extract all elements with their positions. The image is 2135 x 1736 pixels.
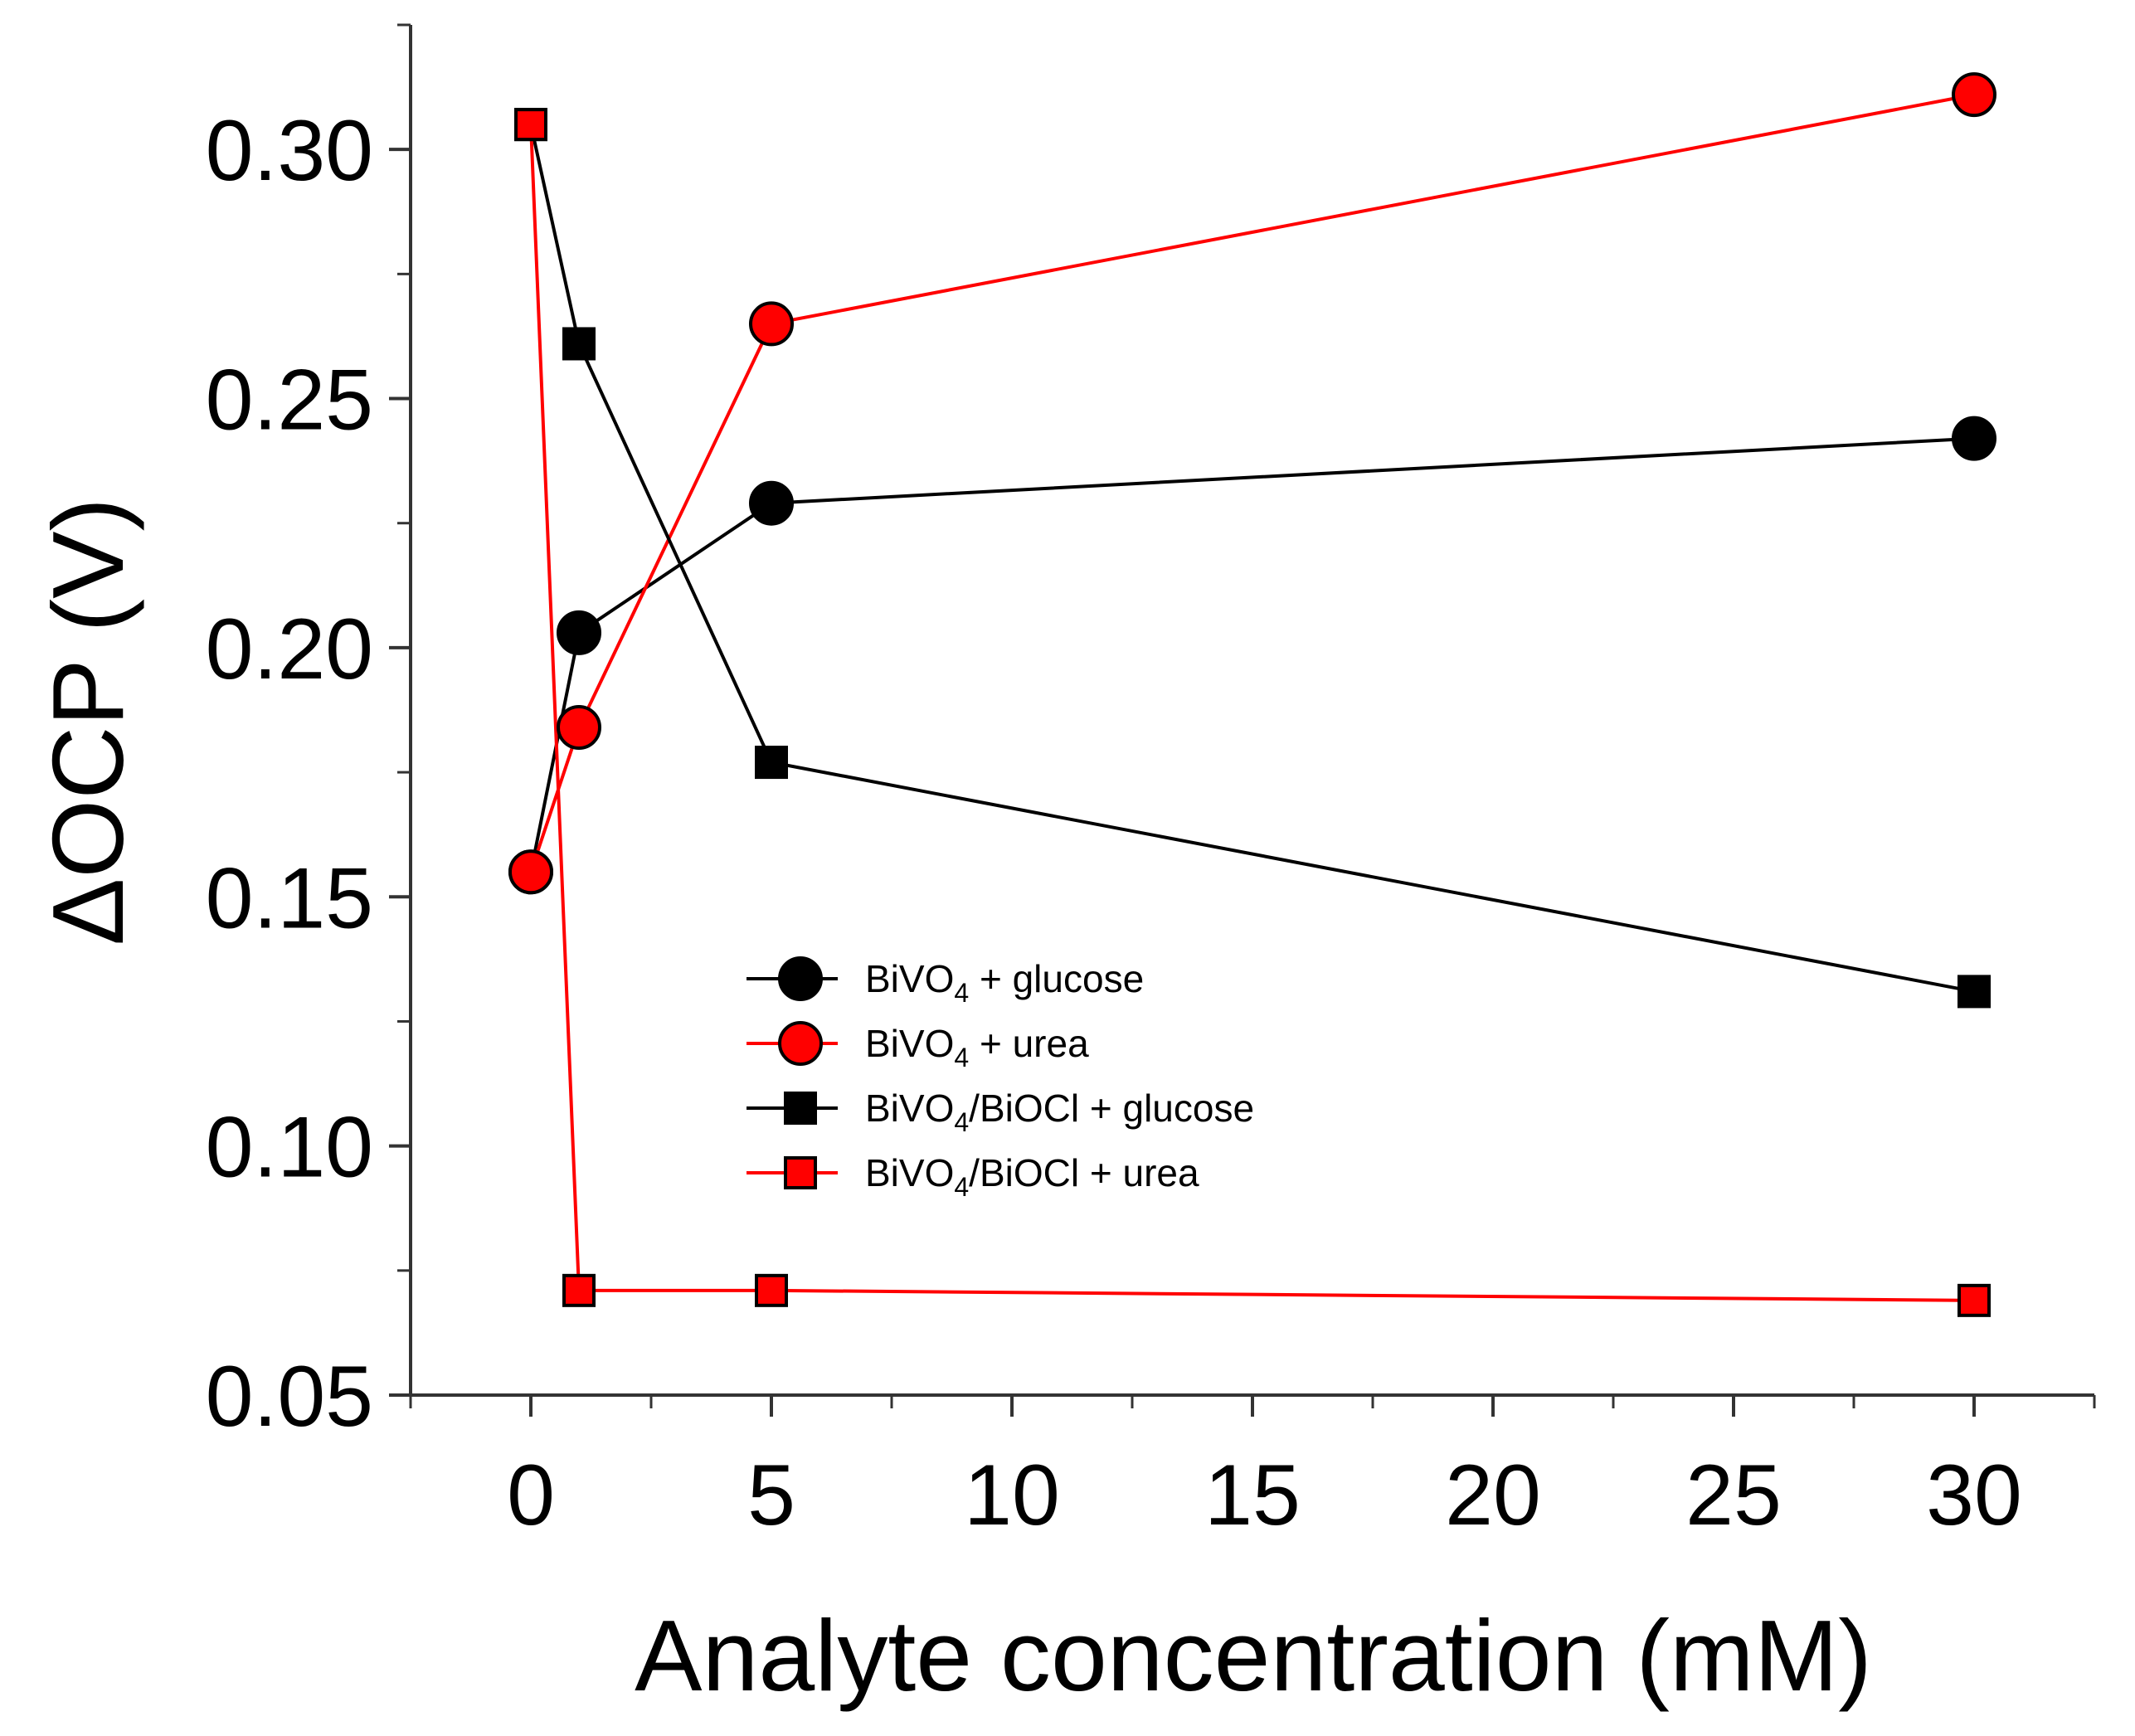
series-line-bivo4-biocl-glucose [529,124,1975,994]
x-tick-label: 15 [1204,1447,1301,1544]
y-axis-title: ΔOCP (V) [32,498,144,946]
y-tick-label: 0.30 [206,103,373,199]
data-point-bivo4-glucose-1 [557,610,601,655]
legend-marker-bivo4-glucose [778,956,823,1001]
x-tick-label: 0 [507,1447,555,1544]
data-point-bivo4-urea-3 [1952,72,1996,118]
legend-label-bivo4-biocl-glucose: BiVO4/BiOCl + glucose [865,1087,1254,1137]
data-point-bivo4-biocl-urea-2 [755,1273,788,1307]
legend: BiVO4 + glucose BiVO4 + urea BiVO4/BiOCl +… [747,956,1254,1202]
x-axis-title: Analyte concentration (mM) [635,1599,1872,1712]
data-point-bivo4-glucose-2 [749,480,794,526]
legend-label-bivo4-glucose: BiVO4 + glucose [865,957,1144,1008]
x-tick-label: 20 [1445,1447,1541,1544]
x-tick-label: 5 [747,1447,795,1544]
data-point-bivo4-biocl-urea-1 [562,1273,596,1307]
y-tick-label: 0.05 [206,1349,373,1445]
data-point-bivo4-urea-2 [749,301,794,347]
x-tick-label: 30 [1926,1447,2022,1544]
series-line-bivo4-urea [529,93,1975,873]
legend-marker-bivo4-urea [778,1021,823,1066]
legend-label-bivo4-biocl-urea: BiVO4/BiOCl + urea [865,1151,1199,1202]
legend-label-bivo4-urea: BiVO4 + urea [865,1022,1089,1072]
data-point-bivo4-urea-1 [557,705,601,751]
axes: 0 5 10 15 20 25 30 0.05 0.10 0.15 0.20 0.25 0.30 [206,23,2096,1544]
data-point-bivo4-biocl-urea-0 [514,108,547,142]
x-tick-label: 10 [964,1447,1060,1544]
series-lines [529,93,1975,1302]
legend-marker-bivo4-biocl-urea [784,1156,817,1189]
data-point-bivo4-urea-0 [508,849,553,895]
y-tick-label: 0.15 [206,850,373,946]
data-point-bivo4-biocl-glucose-2 [755,746,788,780]
legend-marker-bivo4-biocl-glucose [784,1092,817,1125]
series-line-bivo4-biocl-urea [529,124,1975,1302]
y-tick-label: 0.25 [206,353,373,449]
y-tick-label: 0.10 [206,1100,373,1196]
data-point-bivo4-biocl-glucose-1 [562,327,596,361]
data-point-bivo4-biocl-urea-3 [1957,1283,1991,1317]
y-tick-label: 0.20 [206,601,373,698]
x-tick-label: 25 [1685,1447,1782,1544]
series-line-bivo4-glucose [529,436,1975,873]
series-markers [508,72,1996,1317]
data-point-bivo4-glucose-3 [1952,416,1996,461]
data-point-bivo4-biocl-glucose-3 [1957,975,1991,1009]
